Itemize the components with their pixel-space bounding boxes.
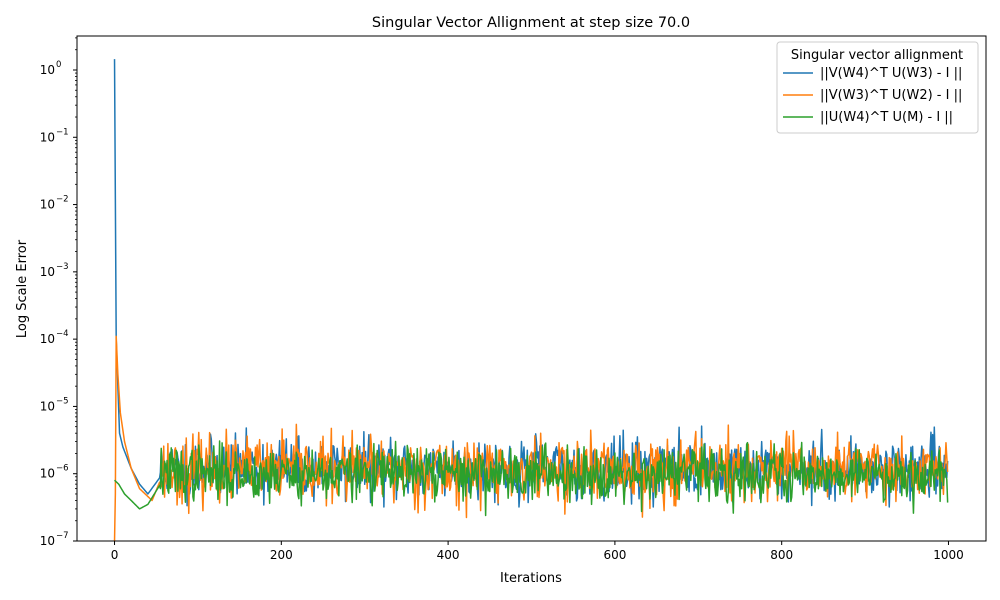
- x-tick-label: 200: [270, 548, 293, 562]
- plot-frame: [76, 35, 987, 542]
- y-tick-exponent: −7: [56, 531, 69, 541]
- legend-label-2: ||V(W3)^T U(W2) - I ||: [820, 88, 962, 103]
- x-axis-ticks: 0 200 400 600 800 1000: [111, 541, 964, 562]
- y-tick-label: 10: [40, 265, 55, 279]
- y-tick-exponent: −5: [56, 396, 69, 406]
- x-tick-label: 1000: [933, 548, 964, 562]
- y-tick-exponent: −6: [56, 464, 69, 474]
- y-tick-label: 10: [40, 63, 55, 77]
- y-tick-exponent: −4: [56, 329, 69, 339]
- y-tick-label: 10: [40, 467, 55, 481]
- plot-series: [113, 59, 949, 541]
- y-tick-label: 10: [40, 399, 55, 413]
- y-tick-exponent: −1: [56, 127, 69, 137]
- x-tick-label: 0: [111, 548, 119, 562]
- y-tick-exponent: −3: [56, 262, 69, 272]
- legend-box: [776, 41, 979, 134]
- x-tick-label: 400: [437, 548, 460, 562]
- legend-label-3: ||U(W4)^T U(M) - I ||: [820, 110, 953, 125]
- x-tick-label: 800: [770, 548, 793, 562]
- chart-title: Singular Vector Allignment at step size …: [372, 15, 690, 31]
- legend: Singular vector allignment ||V(W4)^T U(W…: [776, 41, 979, 134]
- x-axis-label: Iterations: [500, 571, 562, 586]
- y-tick-label: 10: [40, 332, 55, 346]
- series-line-3: [114, 440, 949, 517]
- y-tick-exponent: −2: [56, 195, 69, 205]
- y-axis-label: Log Scale Error: [15, 239, 30, 338]
- y-tick-exponent: 0: [56, 60, 61, 70]
- legend-title: Singular vector allignment: [791, 48, 963, 63]
- y-tick-label: 10: [40, 534, 55, 548]
- x-tick-label: 600: [603, 548, 626, 562]
- y-tick-label: 10: [40, 130, 55, 144]
- legend-label-1: ||V(W4)^T U(W3) - I ||: [820, 66, 962, 81]
- y-tick-label: 10: [40, 198, 55, 212]
